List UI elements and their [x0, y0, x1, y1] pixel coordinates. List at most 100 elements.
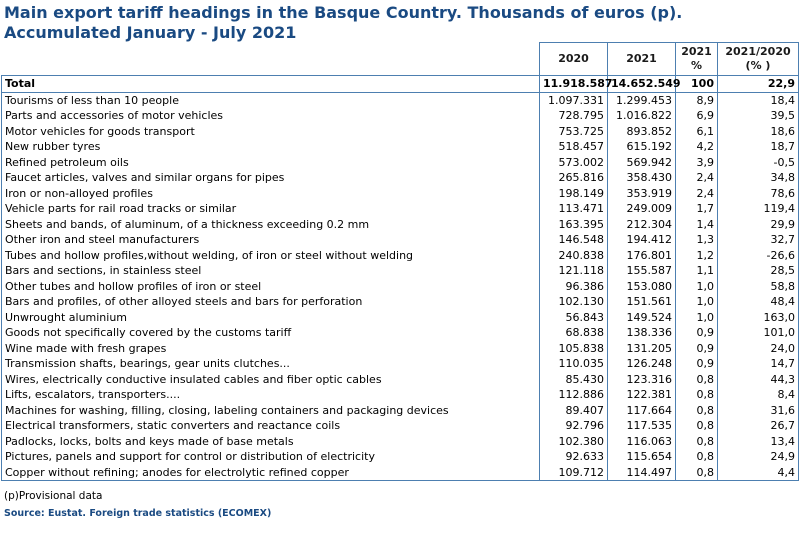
variation-header-line1: 2021/2020 — [725, 45, 791, 58]
row-label: Vehicle parts for rail road tracks or si… — [1, 201, 540, 217]
row-value-2021: 155.587 — [607, 263, 676, 279]
table-row: Motor vehicles for goods transport 753.72… — [1, 123, 799, 139]
row-value-2020: 102.130 — [539, 294, 608, 310]
row-value-2020: 110.035 — [539, 356, 608, 372]
share-header-line1: 2021 — [681, 45, 712, 58]
row-variation: 24,0 — [717, 340, 799, 356]
row-share: 1,0 — [675, 294, 718, 310]
row-variation: 32,7 — [717, 232, 799, 248]
row-value-2020: 198.149 — [539, 185, 608, 201]
row-value-2020: 728.795 — [539, 108, 608, 124]
row-value-2021: 123.316 — [607, 371, 676, 387]
row-share: 0,8 — [675, 418, 718, 434]
row-variation: 8,4 — [717, 387, 799, 403]
row-share: 0,8 — [675, 387, 718, 403]
row-share: 6,1 — [675, 123, 718, 139]
total-variation: 22,9 — [717, 75, 799, 93]
row-value-2020: 753.725 — [539, 123, 608, 139]
row-value-2020: 573.002 — [539, 154, 608, 170]
table-row: Machines for washing, filling, closing, … — [1, 402, 799, 418]
row-share: 6,9 — [675, 108, 718, 124]
row-variation: 18,7 — [717, 139, 799, 155]
row-variation: 34,8 — [717, 170, 799, 186]
table-row: Padlocks, locks, bolts and keys made of … — [1, 433, 799, 449]
row-value-2021: 116.063 — [607, 433, 676, 449]
row-label: Motor vehicles for goods transport — [1, 123, 540, 139]
row-label: Tubes and hollow profiles,without weldin… — [1, 247, 540, 263]
row-value-2021: 153.080 — [607, 278, 676, 294]
table-row: Sheets and bands, of aluminum, of a thic… — [1, 216, 799, 232]
row-label: Refined petroleum oils — [1, 154, 540, 170]
row-value-2021: 131.205 — [607, 340, 676, 356]
row-label: Other tubes and hollow profiles of iron … — [1, 278, 540, 294]
row-value-2020: 109.712 — [539, 464, 608, 481]
table-row: Other tubes and hollow profiles of iron … — [1, 278, 799, 294]
row-value-2020: 102.380 — [539, 433, 608, 449]
row-variation: -26,6 — [717, 247, 799, 263]
row-variation: 163,0 — [717, 309, 799, 325]
table-row: Copper without refining; anodes for elec… — [1, 464, 799, 481]
row-share: 0,9 — [675, 325, 718, 341]
row-label: Transmission shafts, bearings, gear unit… — [1, 356, 540, 372]
row-value-2020: 92.633 — [539, 449, 608, 465]
share-header-line2: % — [690, 59, 703, 72]
row-value-2021: 1.016.822 — [607, 108, 676, 124]
row-variation: 14,7 — [717, 356, 799, 372]
column-header-variation: 2021/2020 (% ) — [717, 42, 799, 76]
row-value-2021: 138.336 — [607, 325, 676, 341]
row-share: 1,1 — [675, 263, 718, 279]
row-label: Electrical transformers, static converte… — [1, 418, 540, 434]
row-value-2020: 113.471 — [539, 201, 608, 217]
header-blank-cell — [1, 42, 540, 76]
row-share: 1,4 — [675, 216, 718, 232]
row-value-2021: 615.192 — [607, 139, 676, 155]
table-row: Bars and profiles, of other alloyed stee… — [1, 294, 799, 310]
row-label: Faucet articles, valves and similar orga… — [1, 170, 540, 186]
row-variation: 13,4 — [717, 433, 799, 449]
column-header-2021: 2021 — [607, 42, 676, 76]
export-table: 2020 2021 2021% 2021/2020 (% ) Total 11.9… — [1, 42, 799, 481]
row-value-2020: 96.386 — [539, 278, 608, 294]
page-title: Main export tariff headings in the Basqu… — [4, 3, 683, 42]
row-label: Other iron and steel manufacturers — [1, 232, 540, 248]
row-share: 1,3 — [675, 232, 718, 248]
row-share: 8,9 — [675, 92, 718, 108]
row-variation: 24,9 — [717, 449, 799, 465]
row-variation: 58,8 — [717, 278, 799, 294]
total-2020: 11.918.587 — [539, 75, 613, 93]
row-variation: 18,6 — [717, 123, 799, 139]
row-value-2020: 56.843 — [539, 309, 608, 325]
row-label: Machines for washing, filling, closing, … — [1, 402, 540, 418]
row-label: New rubber tyres — [1, 139, 540, 155]
row-value-2021: 358.430 — [607, 170, 676, 186]
row-label: Iron or non-alloyed profiles — [1, 185, 540, 201]
row-variation: 78,6 — [717, 185, 799, 201]
row-variation: 28,5 — [717, 263, 799, 279]
row-value-2021: 176.801 — [607, 247, 676, 263]
row-label: Padlocks, locks, bolts and keys made of … — [1, 433, 540, 449]
table-row: Bars and sections, in stainless steel 121… — [1, 263, 799, 279]
row-value-2021: 249.009 — [607, 201, 676, 217]
table-row: Wires, electrically conductive insulated… — [1, 371, 799, 387]
row-label: Wires, electrically conductive insulated… — [1, 371, 540, 387]
row-share: 0,9 — [675, 356, 718, 372]
row-share: 0,9 — [675, 340, 718, 356]
row-value-2020: 1.097.331 — [539, 92, 608, 108]
table-row: Other iron and steel manufacturers 146.54… — [1, 232, 799, 248]
source-note: Source: Eustat. Foreign trade statistics… — [4, 508, 272, 519]
row-value-2021: 1.299.453 — [607, 92, 676, 108]
table-row: Faucet articles, valves and similar orga… — [1, 170, 799, 186]
row-variation: 4,4 — [717, 464, 799, 481]
row-label: Unwrought aluminium — [1, 309, 540, 325]
table-row: Pictures, panels and support for control… — [1, 449, 799, 465]
row-share: 0,8 — [675, 371, 718, 387]
row-label: Pictures, panels and support for control… — [1, 449, 540, 465]
row-value-2021: 126.248 — [607, 356, 676, 372]
row-label: Lifts, escalators, transporters.... — [1, 387, 540, 403]
row-value-2020: 518.457 — [539, 139, 608, 155]
row-value-2021: 212.304 — [607, 216, 676, 232]
row-value-2021: 893.852 — [607, 123, 676, 139]
row-value-2020: 240.838 — [539, 247, 608, 263]
row-label: Wine made with fresh grapes — [1, 340, 540, 356]
row-value-2021: 151.561 — [607, 294, 676, 310]
